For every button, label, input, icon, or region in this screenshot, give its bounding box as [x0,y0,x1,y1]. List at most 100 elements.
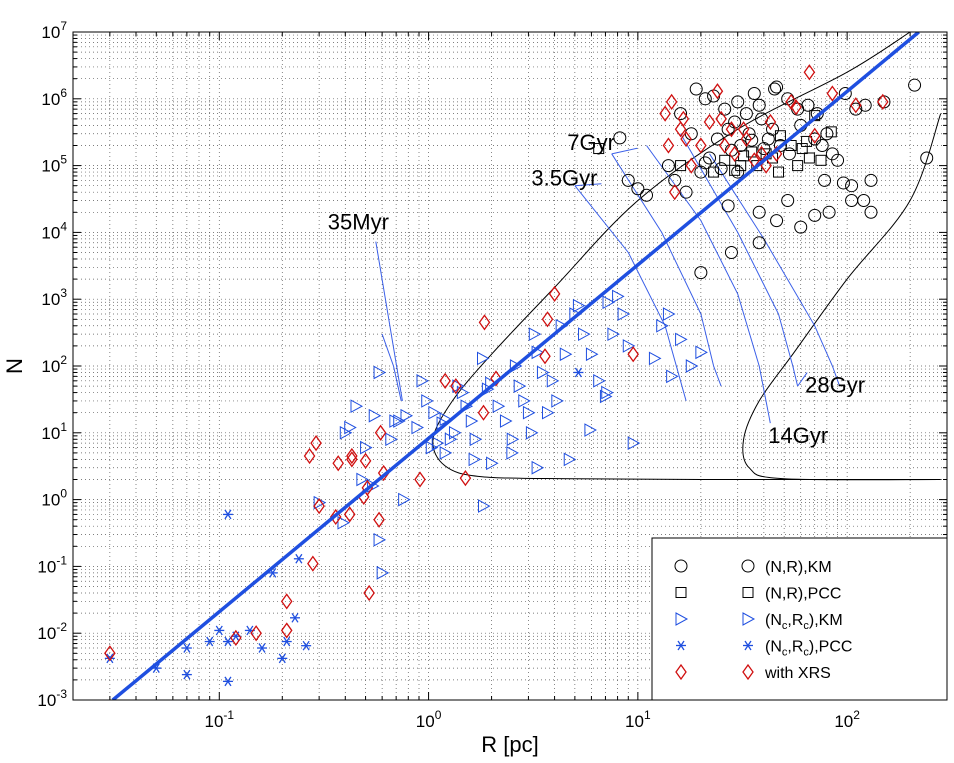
isochrone-labels: 35Myr 3.5Gyr 7Gyr 14Gyr 28Gyr [328,130,865,448]
data-point [350,399,364,414]
data-point [411,420,424,435]
data-point [831,153,845,167]
data-point [721,199,735,213]
data-point [747,87,761,101]
axis-ticks: 10-1 100 101 102 10-3 10-2 10-1 100 101 102 103 104… [37,19,948,731]
legend-marker-left [675,612,689,626]
data-point [572,298,586,313]
asterisk-stroke [206,636,214,647]
data-point [281,636,292,647]
data-point [528,327,542,341]
data-point [617,307,631,321]
data-point [719,154,731,166]
data-point [607,327,620,341]
data-point [301,640,312,651]
data-point [838,87,852,101]
series-circle [613,78,934,280]
data-point [876,93,889,110]
data-point [541,311,554,328]
data-point [768,82,782,96]
data-point [674,121,687,138]
data-point [490,370,502,387]
series-square [593,110,837,178]
data-point [728,115,742,129]
data-point [745,133,759,147]
data-point [546,373,560,388]
data-point [718,137,731,154]
x-tick-label: 101 [625,708,651,731]
data-point [648,351,662,366]
y-tick-label: 107 [41,19,67,42]
data-point [631,182,645,196]
data-point [337,515,351,530]
asterisk-stroke [152,663,160,673]
data-point [826,85,839,102]
data-point [450,377,462,395]
data-point [662,137,675,154]
data-point [492,399,506,414]
data-point [280,622,293,639]
x-tick-label: 10-1 [204,708,234,731]
data-point [356,472,369,487]
data-point [908,78,922,92]
data-point [711,83,724,100]
data-point [695,345,708,360]
data-point [728,145,741,162]
data-point [662,307,676,321]
y-tick-label: 103 [41,286,67,309]
data-point [522,405,536,420]
data-point [739,107,753,121]
data-point [656,318,669,333]
data-point [104,653,115,664]
y-tick-label: 106 [41,86,67,109]
data-point [563,452,577,467]
data-point [640,188,654,202]
data-point [731,95,745,109]
data-point [698,92,712,106]
data-point [222,509,233,520]
isochrone-line [611,153,722,387]
data-point [104,645,116,662]
data-point [280,593,293,610]
legend-label: (N,R),KM [765,559,832,576]
asterisk-stroke [269,568,277,578]
data-point [376,566,390,580]
data-point [794,220,808,234]
data-point [486,456,499,471]
data-point [613,131,627,145]
data-point [513,379,527,393]
data-point [373,532,387,547]
data-point [400,408,414,423]
y-axis-label: N [2,358,27,374]
isochrone-label: 14Gyr [768,423,828,448]
data-point [782,147,796,161]
data-point [344,420,357,435]
data-point [774,130,786,142]
data-point [764,113,777,131]
data-point [559,347,573,362]
data-point [674,107,688,121]
data-point [785,139,797,151]
data-point [849,102,863,116]
data-point [836,176,850,190]
data-point [801,135,813,147]
data-point [790,99,802,116]
data-point [439,372,451,389]
isochrone-label: 35Myr [328,210,389,235]
data-point [752,205,766,219]
data-point [675,332,688,347]
data-point [428,405,441,420]
data-point [677,110,690,128]
data-point [477,404,490,421]
asterisk-stroke [677,640,685,651]
legend-marker-left [674,559,688,573]
data-point [815,154,827,166]
data-point [460,399,474,414]
data-point [665,93,678,110]
data-point [781,194,795,208]
asterisk-stroke [224,509,232,520]
data-point [425,440,439,455]
y-tick-label: 102 [41,353,67,376]
legend-marker-left [675,663,687,681]
